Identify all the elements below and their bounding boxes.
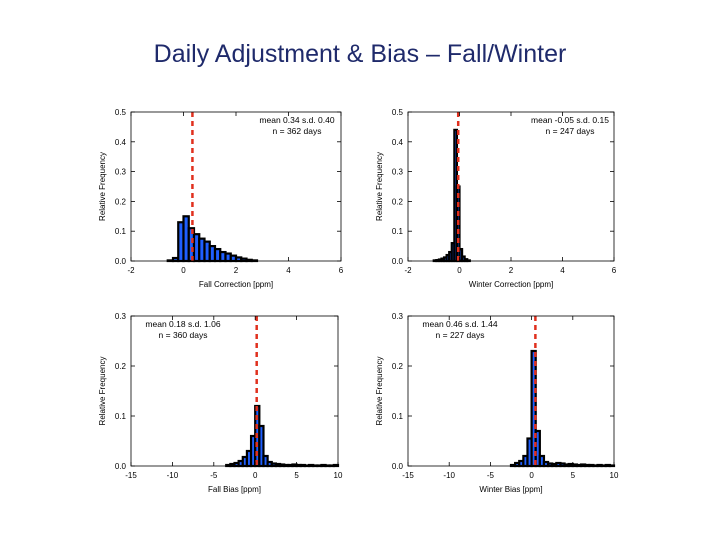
x-tick-label: 6 xyxy=(339,266,344,275)
y-tick-label: 0.0 xyxy=(115,257,127,266)
y-tick-label: 0.3 xyxy=(115,168,127,177)
stats-n-days: n = 362 days xyxy=(273,126,322,136)
x-tick-label: -10 xyxy=(167,471,179,480)
chart-panel-3: 0.0 0.1 0.2 0.3 -15 -10 -5 0 5 10 Fall Bias [ppm] R… xyxy=(98,312,343,494)
y-tick-label: 0.5 xyxy=(115,108,127,117)
chart-panel-2: 0.0 0.1 0.2 0.3 0.4 0.5 -2 0 2 4 6 Winter Correctio… xyxy=(375,108,617,289)
x-tick-label: 0 xyxy=(529,471,534,480)
x-axis-label: Fall Correction [ppm] xyxy=(199,280,273,289)
x-tick-label: 10 xyxy=(334,471,343,480)
x-tick-label: 2 xyxy=(234,266,239,275)
x-tick-label: 2 xyxy=(509,266,514,275)
y-tick-label: 0.2 xyxy=(115,197,127,206)
x-tick-label: 5 xyxy=(294,471,299,480)
stats-mean-sd: mean 0.34 s.d. 0.40 xyxy=(259,115,334,125)
x-axis-label: Fall Bias [ppm] xyxy=(208,485,261,494)
x-tick-label: 10 xyxy=(610,471,619,480)
page-title: Daily Adjustment & Bias – Fall/Winter xyxy=(153,40,567,68)
x-tick-label: 5 xyxy=(571,471,576,480)
y-tick-label: 0.1 xyxy=(115,412,127,421)
y-tick-label: 0.0 xyxy=(392,462,404,471)
y-tick-label: 0.2 xyxy=(392,362,404,371)
y-tick-label: 0.2 xyxy=(392,197,404,206)
y-axis-label: Relative Frequency xyxy=(98,357,107,426)
y-tick-label: 0.3 xyxy=(115,312,127,321)
stats-mean-sd: mean 0.18 s.d. 1.06 xyxy=(145,319,220,329)
y-tick-label: 0.3 xyxy=(392,168,404,177)
x-tick-label: 0 xyxy=(457,266,462,275)
y-tick-label: 0.3 xyxy=(392,312,404,321)
y-tick-label: 0.2 xyxy=(115,362,127,371)
y-tick-label: 0.4 xyxy=(115,138,127,147)
x-tick-label: -5 xyxy=(487,471,495,480)
y-axis-label: Relative Frequency xyxy=(98,152,107,221)
plot-frame xyxy=(407,315,615,467)
x-tick-label: 0 xyxy=(181,266,186,275)
y-tick-label: 0.1 xyxy=(115,227,127,236)
x-axis-label: Winter Correction [ppm] xyxy=(469,280,553,289)
y-tick-label: 0.4 xyxy=(392,138,404,147)
y-axis-label: Relative Frequency xyxy=(375,357,384,426)
y-tick-label: 0.0 xyxy=(115,462,127,471)
x-tick-label: -10 xyxy=(443,471,455,480)
x-tick-label: -15 xyxy=(125,471,137,480)
x-tick-label: -2 xyxy=(404,266,412,275)
x-tick-label: -15 xyxy=(402,471,414,480)
x-tick-label: 4 xyxy=(560,266,565,275)
x-axis-label: Winter Bias [ppm] xyxy=(479,485,542,494)
stats-n-days: n = 227 days xyxy=(436,330,485,340)
x-tick-label: -2 xyxy=(127,266,135,275)
y-tick-label: 0.5 xyxy=(392,108,404,117)
stats-n-days: n = 360 days xyxy=(159,330,208,340)
plot-frame xyxy=(130,315,339,467)
x-tick-label: 6 xyxy=(612,266,617,275)
x-tick-label: 0 xyxy=(253,471,258,480)
chart-panel-1: 0.0 0.1 0.2 0.3 0.4 0.5 -2 0 2 4 6 Fall Correction … xyxy=(98,108,344,289)
stats-mean-sd: mean 0.46 s.d. 1.44 xyxy=(422,319,497,329)
y-tick-label: 0.1 xyxy=(392,227,404,236)
y-tick-label: 0.1 xyxy=(392,412,404,421)
y-axis-label: Relative Frequency xyxy=(375,152,384,221)
y-tick-label: 0.0 xyxy=(392,257,404,266)
chart-panel-4: 0.0 0.1 0.2 0.3 -15 -10 -5 0 5 10 Winter Bias [ppm… xyxy=(375,312,619,494)
x-tick-label: -5 xyxy=(210,471,218,480)
stats-n-days: n = 247 days xyxy=(546,126,595,136)
stats-mean-sd: mean -0.05 s.d. 0.15 xyxy=(531,115,609,125)
x-tick-label: 4 xyxy=(286,266,291,275)
